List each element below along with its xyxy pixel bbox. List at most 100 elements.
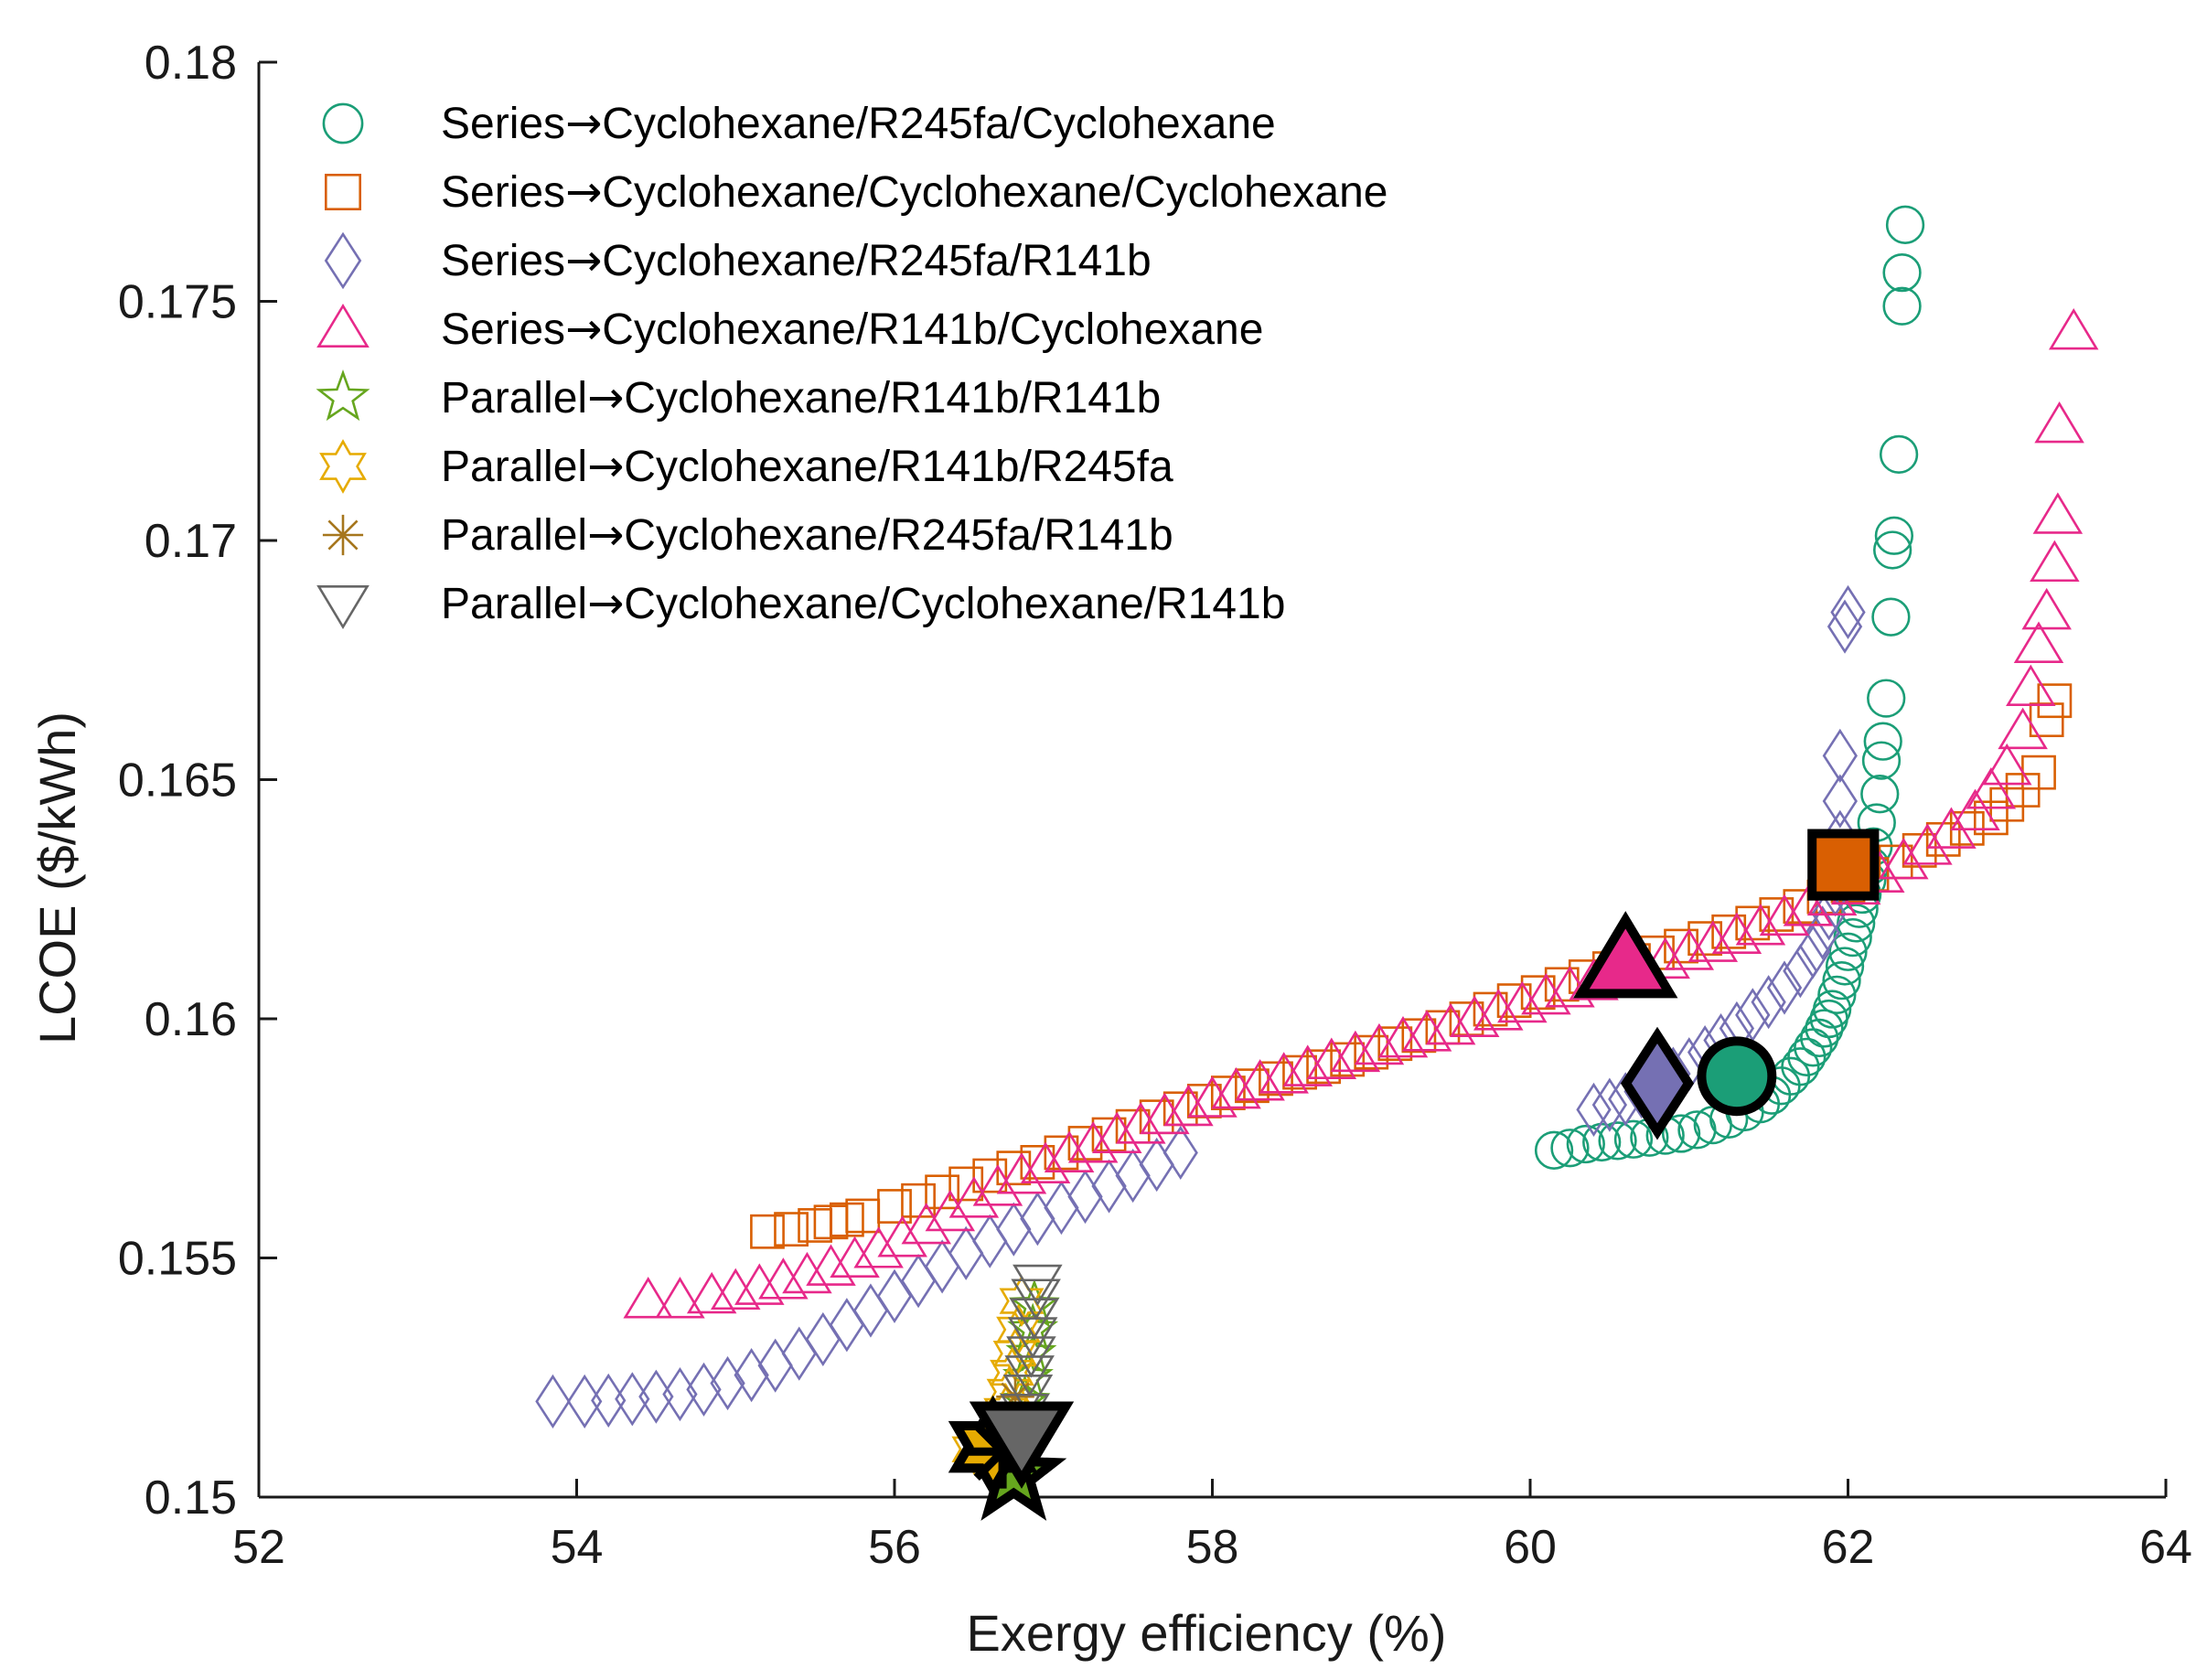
- data-point: [806, 1244, 856, 1286]
- legend-marker: [322, 102, 364, 144]
- data-point: [1534, 1130, 1574, 1170]
- data-point: [1664, 928, 1715, 970]
- data-point: [1006, 1336, 1056, 1378]
- data-point: [1830, 584, 1866, 640]
- data-point: [805, 1311, 841, 1367]
- data-point: [1067, 1121, 1119, 1163]
- data-point: [877, 1215, 927, 1257]
- data-point: [1981, 743, 2032, 786]
- data-point: [710, 1268, 761, 1311]
- legend-entry: Parallel→Cyclohexane/R245fa/R141b: [441, 509, 1173, 561]
- data-point: [1827, 599, 1863, 654]
- data-point: [1735, 904, 1786, 946]
- x-tick-label: 58: [1186, 1521, 1239, 1574]
- x-tick-label: 60: [1504, 1521, 1557, 1574]
- data-point: [1354, 1022, 1405, 1065]
- data-point: [1012, 1264, 1063, 1307]
- data-point: [774, 1212, 809, 1247]
- data-point: [1566, 1124, 1605, 1164]
- data-point: [1007, 1317, 1058, 1359]
- data-point: [1377, 1016, 1429, 1058]
- data-point: [1966, 767, 2017, 809]
- data-point: [1766, 960, 1803, 1015]
- legend-entry: Series→Cyclohexane/R245fa/R141b: [441, 235, 1152, 286]
- data-point: [876, 1268, 913, 1323]
- data-point: [1822, 961, 1861, 1001]
- highlight-point-2: [1807, 829, 1880, 901]
- data-point: [2048, 307, 2099, 350]
- legend-entry: Series→Cyclohexane/R245fa/Cyclohexane: [441, 98, 1276, 149]
- data-point: [900, 1254, 937, 1309]
- y-tick-label: 0.18: [145, 37, 237, 90]
- legend: Series→Cyclohexane/R245fa/Cyclohexane Ser…: [316, 98, 1387, 630]
- highlight-point-8: [969, 1401, 1075, 1489]
- data-point: [1879, 837, 1929, 880]
- data-point: [1259, 1061, 1293, 1097]
- legend-marker: [316, 369, 370, 422]
- series-1: [1534, 205, 1925, 1170]
- data-point: [1401, 1010, 1452, 1052]
- data-point: [925, 1189, 976, 1232]
- data-point: [996, 1152, 1047, 1194]
- x-tick-label: 64: [2139, 1521, 2192, 1574]
- legend-entry: Parallel→Cyclohexane/Cyclohexane/R141b: [441, 578, 1285, 629]
- data-point: [1882, 252, 1922, 293]
- data-point: [999, 1275, 1045, 1327]
- data-point: [686, 1362, 722, 1417]
- data-point: [1825, 947, 1865, 986]
- legend-marker: [319, 439, 367, 494]
- data-point: [1550, 1129, 1590, 1168]
- legend-entry: Series→Cyclohexane/R141b/Cyclohexane: [441, 304, 1263, 355]
- data-point: [1885, 205, 1925, 244]
- data-point: [1140, 1092, 1190, 1135]
- data-point: [1800, 1018, 1839, 1058]
- data-point: [1902, 823, 1953, 865]
- data-point: [948, 1176, 1000, 1218]
- data-point: [1425, 1002, 1476, 1045]
- x-tick-label: 56: [868, 1521, 921, 1574]
- data-point: [852, 1283, 889, 1338]
- data-point: [877, 1189, 912, 1224]
- legend-entry: Series→Cyclohexane/Cyclohexane/Cyclohexa…: [441, 166, 1387, 218]
- series-4: [623, 307, 2099, 1319]
- highlight-markers: [948, 829, 1880, 1521]
- highlight-point-1: [1697, 1036, 1777, 1117]
- data-point: [1817, 975, 1857, 1014]
- data-point: [1882, 286, 1922, 326]
- x-tick-label: 62: [1822, 1521, 1875, 1574]
- series-3: [535, 584, 1866, 1429]
- data-point: [829, 1298, 865, 1353]
- y-tick-label: 0.155: [118, 1233, 237, 1286]
- data-point: [1020, 1141, 1071, 1183]
- data-point: [1576, 1082, 1612, 1137]
- data-point: [758, 1257, 809, 1300]
- highlight-point-4: [1573, 911, 1678, 999]
- data-point: [535, 1374, 571, 1429]
- data-point: [972, 1158, 1008, 1193]
- data-point: [1306, 1037, 1357, 1079]
- data-point: [1591, 1077, 1628, 1132]
- data-point: [1377, 1026, 1413, 1062]
- data-point: [710, 1355, 745, 1411]
- data-point: [1091, 1159, 1127, 1214]
- data-point: [1211, 1066, 1261, 1109]
- data-point: [1011, 1279, 1061, 1321]
- x-tick-label: 52: [232, 1521, 285, 1574]
- data-point: [1873, 530, 1912, 570]
- y-tick-label: 0.165: [118, 754, 237, 808]
- data-point: [1871, 597, 1911, 637]
- data-point: [1282, 1054, 1317, 1090]
- data-point: [567, 1374, 603, 1429]
- data-point: [1163, 1084, 1214, 1127]
- data-point: [1235, 1068, 1270, 1104]
- data-point: [623, 1277, 673, 1319]
- data-point: [1210, 1075, 1246, 1110]
- data-point: [1473, 989, 1524, 1031]
- data-point: [1449, 995, 1500, 1037]
- data-point: [830, 1236, 880, 1279]
- data-point: [638, 1369, 674, 1424]
- data-point: [1020, 1145, 1055, 1180]
- data-point: [948, 1166, 984, 1202]
- data-markers: [535, 205, 2099, 1491]
